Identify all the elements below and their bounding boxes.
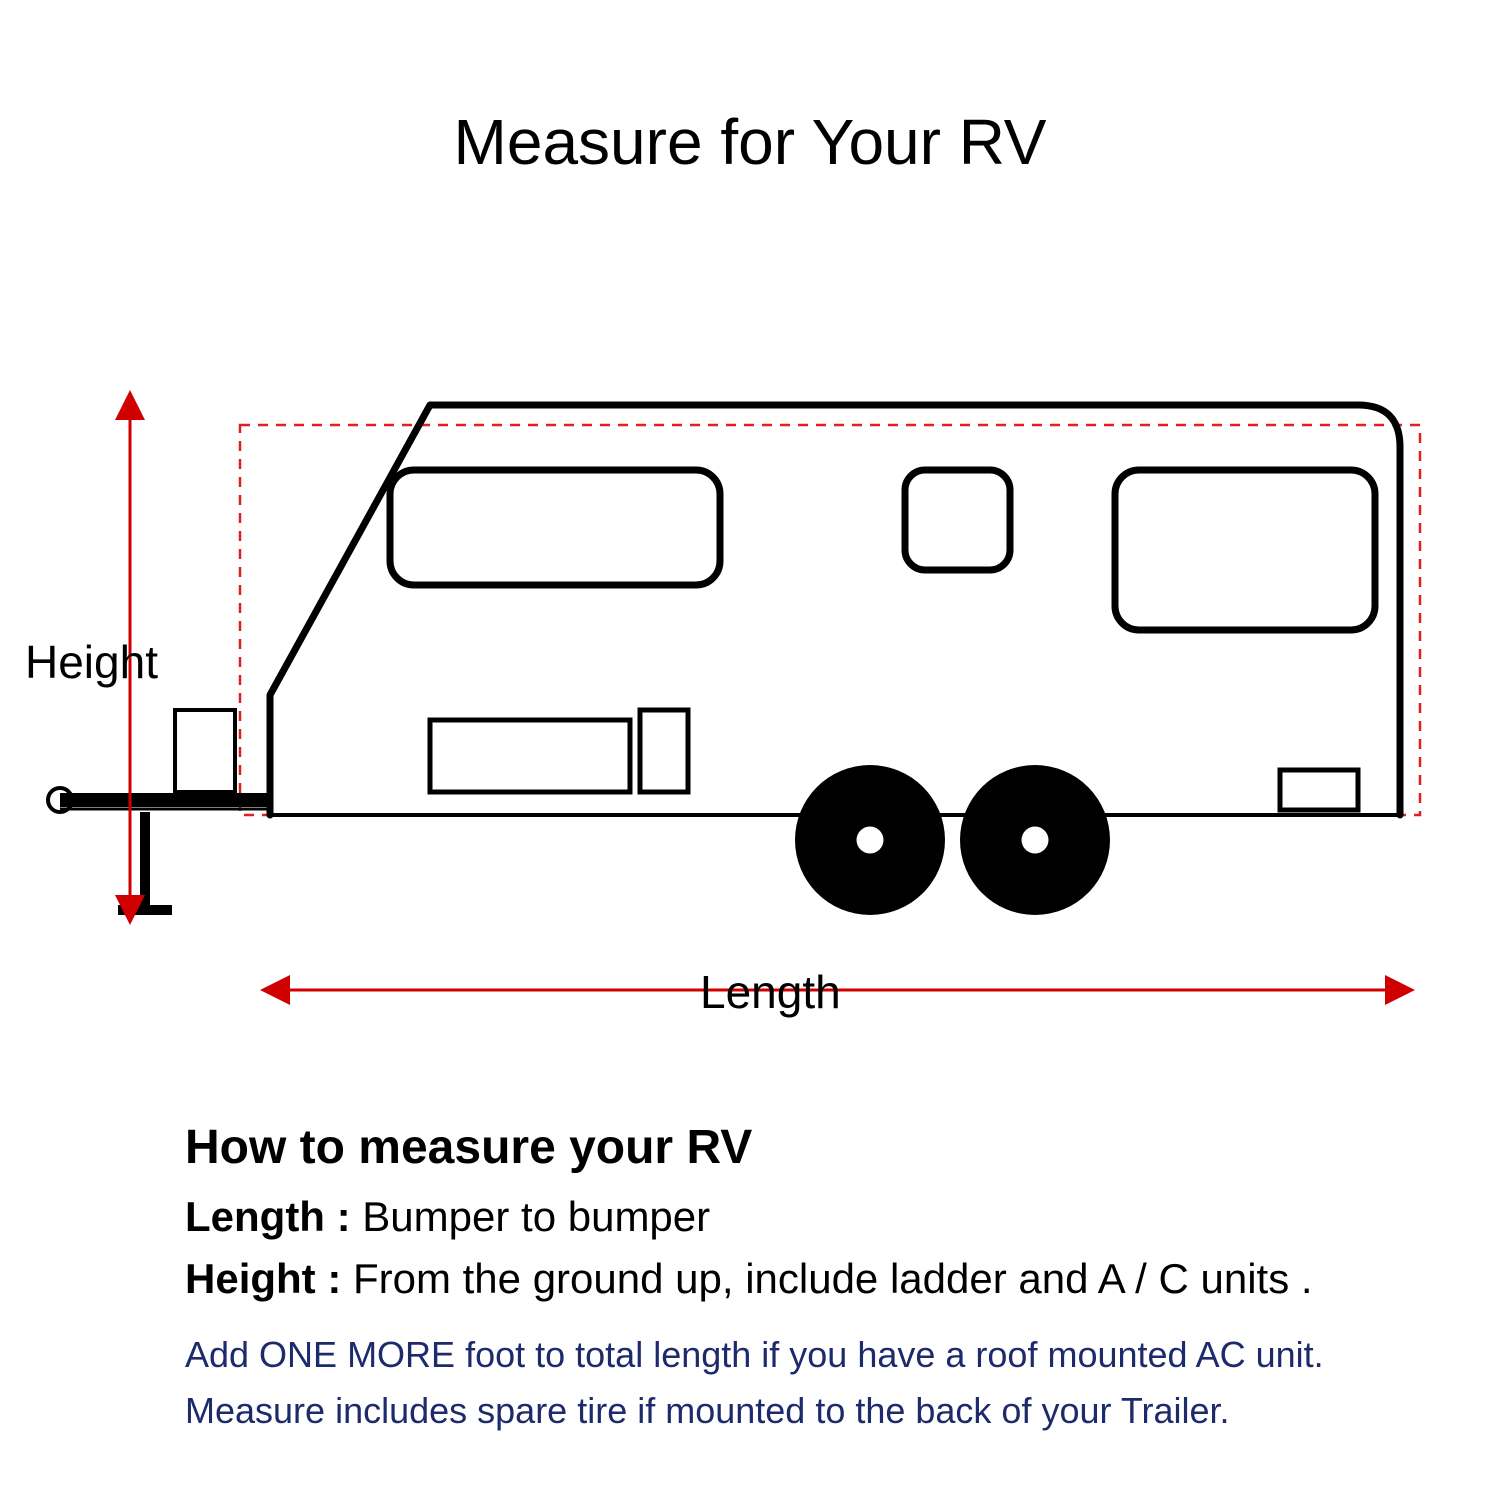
- instructions-heading: How to measure your RV: [185, 1120, 1385, 1175]
- height-label: Height: [25, 635, 158, 689]
- note-line-1: Add ONE MORE foot to total length if you…: [185, 1327, 1385, 1383]
- length-instruction: Length : Bumper to bumper: [185, 1193, 1385, 1241]
- note-block: Add ONE MORE foot to total length if you…: [185, 1327, 1385, 1439]
- height-instruction-text: From the ground up, include ladder and A…: [341, 1255, 1312, 1302]
- page: Measure for Your RV Height Length How to…: [0, 0, 1500, 1500]
- instructions: How to measure your RV Length : Bumper t…: [185, 1120, 1385, 1439]
- rv-svg: [0, 350, 1500, 1050]
- page-title: Measure for Your RV: [0, 105, 1500, 179]
- rv-diagram: Height Length: [0, 350, 1500, 1050]
- note-line-2: Measure includes spare tire if mounted t…: [185, 1383, 1385, 1439]
- height-instruction: Height : From the ground up, include lad…: [185, 1255, 1385, 1303]
- height-instruction-label: Height :: [185, 1255, 341, 1302]
- length-label: Length: [700, 965, 841, 1019]
- length-instruction-text: Bumper to bumper: [351, 1193, 711, 1240]
- length-instruction-label: Length :: [185, 1193, 351, 1240]
